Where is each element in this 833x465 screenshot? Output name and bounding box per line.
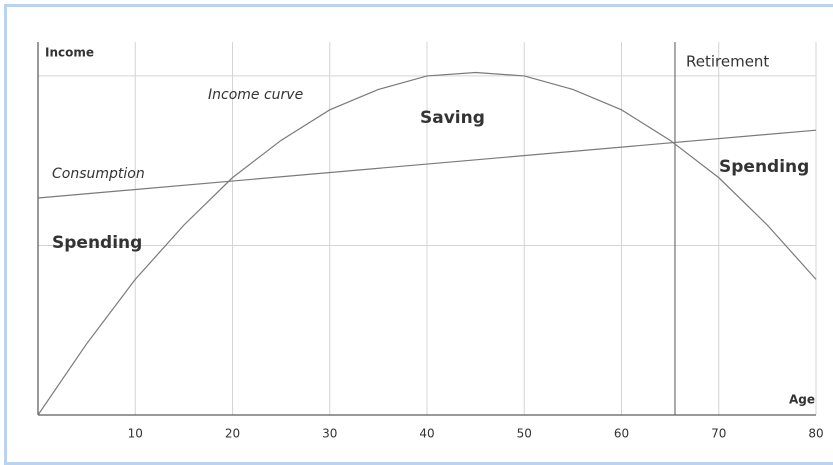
x-tick-label: 30 bbox=[322, 427, 337, 441]
annotation: Spending bbox=[52, 233, 142, 253]
x-tick-label: 40 bbox=[419, 427, 434, 441]
line bbox=[37, 71, 817, 416]
x-tick-label: 10 bbox=[128, 427, 143, 441]
frame bbox=[4, 4, 833, 465]
x-tick-label: 70 bbox=[711, 427, 726, 441]
annotation: Spending bbox=[719, 157, 809, 177]
retirement-label: Retirement bbox=[686, 53, 769, 71]
y-axis-label: Income bbox=[45, 46, 94, 60]
annotation: Saving bbox=[420, 108, 485, 128]
line bbox=[37, 129, 817, 199]
x-tick-label: 20 bbox=[225, 427, 240, 441]
series-label: Income curve bbox=[208, 87, 303, 103]
x-tick-label: 60 bbox=[614, 427, 629, 441]
x-axis-label: Age bbox=[789, 393, 815, 407]
series-label: Consumption bbox=[52, 166, 145, 182]
x-tick-label: 50 bbox=[517, 427, 532, 441]
x-tick-label: 80 bbox=[808, 427, 823, 441]
